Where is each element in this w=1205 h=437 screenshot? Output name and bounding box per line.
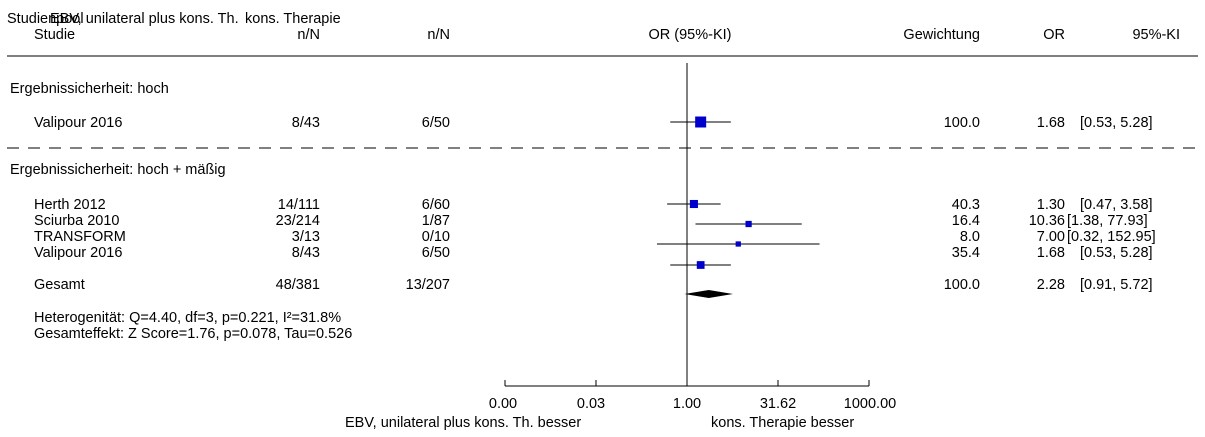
total-weight: 100.0 <box>943 277 980 293</box>
study-ci: [0.53, 5.28] <box>1080 245 1153 261</box>
header-ci: 95%-KI <box>1132 27 1180 43</box>
or-marker <box>735 241 741 247</box>
total-n2: 13/207 <box>405 277 450 293</box>
group-label-1: Ergebnissicherheit: hoch <box>10 81 169 97</box>
study-or: 1.68 <box>1036 245 1065 261</box>
study-or: 1.30 <box>1036 197 1065 213</box>
study-n2: 0/10 <box>421 229 450 245</box>
study-or: 1.68 <box>1036 115 1065 131</box>
header-group2: kons. Therapie <box>245 11 341 27</box>
or-marker <box>696 261 705 269</box>
plot-marks <box>656 63 820 386</box>
study-name: Sciurba 2010 <box>34 213 120 229</box>
study-ci: [0.32, 152.95] <box>1067 229 1156 245</box>
study-ci: [1.38, 77.93] <box>1067 213 1148 229</box>
study-weight: 16.4 <box>951 213 980 229</box>
total-ci: [0.91, 5.72] <box>1080 277 1153 293</box>
header-n1: n/N <box>297 27 320 43</box>
header-study: Studie <box>34 27 76 43</box>
x-tick-label: 1000.00 <box>843 396 897 412</box>
total-name: Gesamt <box>34 277 85 293</box>
total-n1: 48/381 <box>275 277 320 293</box>
study-name: Valipour 2016 <box>34 115 123 131</box>
header-weight: Gewichtung <box>903 27 980 43</box>
study-n2: 6/50 <box>421 115 450 131</box>
study-n1: 8/43 <box>291 245 320 261</box>
group-label-2: Ergebnissicherheit: hoch + mäßig <box>10 162 226 178</box>
total-or: 2.28 <box>1036 277 1065 293</box>
study-n1: 23/214 <box>275 213 320 229</box>
study-ci: [0.47, 3.58] <box>1080 197 1153 213</box>
study-name: TRANSFORM <box>34 229 126 245</box>
or-marker <box>689 199 698 209</box>
x-label-right: kons. Therapie besser <box>711 415 855 431</box>
study-n1: 14/111 <box>277 197 320 213</box>
header-group1: EBV, unilateral plus kons. Th. <box>50 11 239 27</box>
study-n1: 3/13 <box>291 229 320 245</box>
header-study-group: Studienpool <box>7 11 84 27</box>
overall-effect-text: Gesamteffekt: Z Score=1.76, p=0.078, Tau… <box>34 326 353 342</box>
study-weight: 40.3 <box>951 197 980 213</box>
x-tick-label: 0.00 <box>488 396 518 412</box>
x-tick-label: 1.00 <box>672 396 702 412</box>
or-marker <box>745 220 752 228</box>
header-effect: OR (95%-KI) <box>648 27 732 43</box>
study-n2: 6/60 <box>421 197 450 213</box>
x-tick-label: 0.03 <box>576 396 606 412</box>
heterogeneity-text: Heterogenität: Q=4.40, df=3, p=0.221, I²… <box>34 310 342 326</box>
study-name: Valipour 2016 <box>34 245 123 261</box>
study-weight: 100.0 <box>943 115 980 131</box>
study-n2: 1/87 <box>421 213 450 229</box>
study-n1: 8/43 <box>291 115 320 131</box>
study-or: 10.36 <box>1028 213 1065 229</box>
header-n2: n/N <box>427 27 450 43</box>
x-tick-label: 31.62 <box>759 396 797 412</box>
study-or: 7.00 <box>1036 229 1065 245</box>
study-ci: [0.53, 5.28] <box>1080 115 1153 131</box>
header-or: OR <box>1043 27 1065 43</box>
study-weight: 35.4 <box>951 245 980 261</box>
or-marker <box>695 116 707 128</box>
study-name: Herth 2012 <box>34 197 106 213</box>
study-n2: 6/50 <box>421 245 450 261</box>
total-diamond <box>684 290 733 298</box>
study-weight: 8.0 <box>959 229 980 245</box>
x-label-left: EBV, unilateral plus kons. Th. besser <box>345 415 582 431</box>
